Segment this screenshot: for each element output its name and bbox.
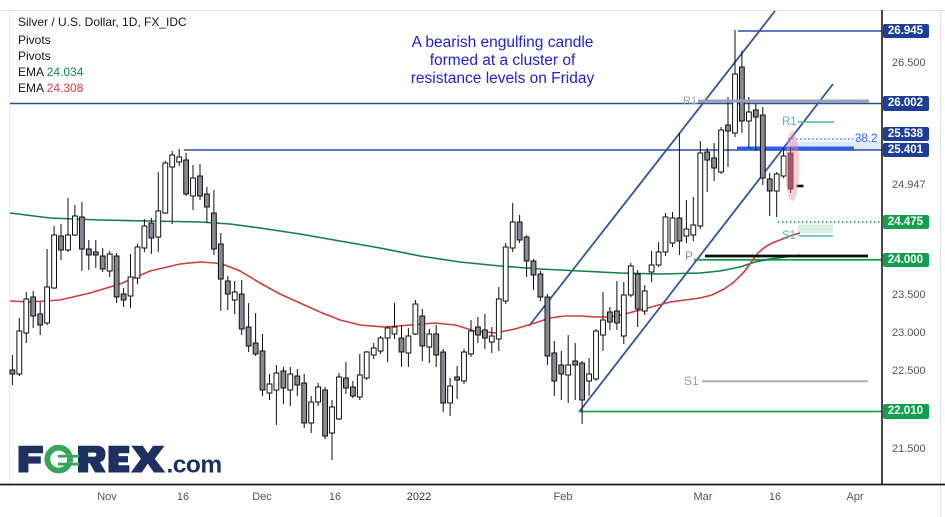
svg-text:.com: .com [167, 451, 222, 478]
